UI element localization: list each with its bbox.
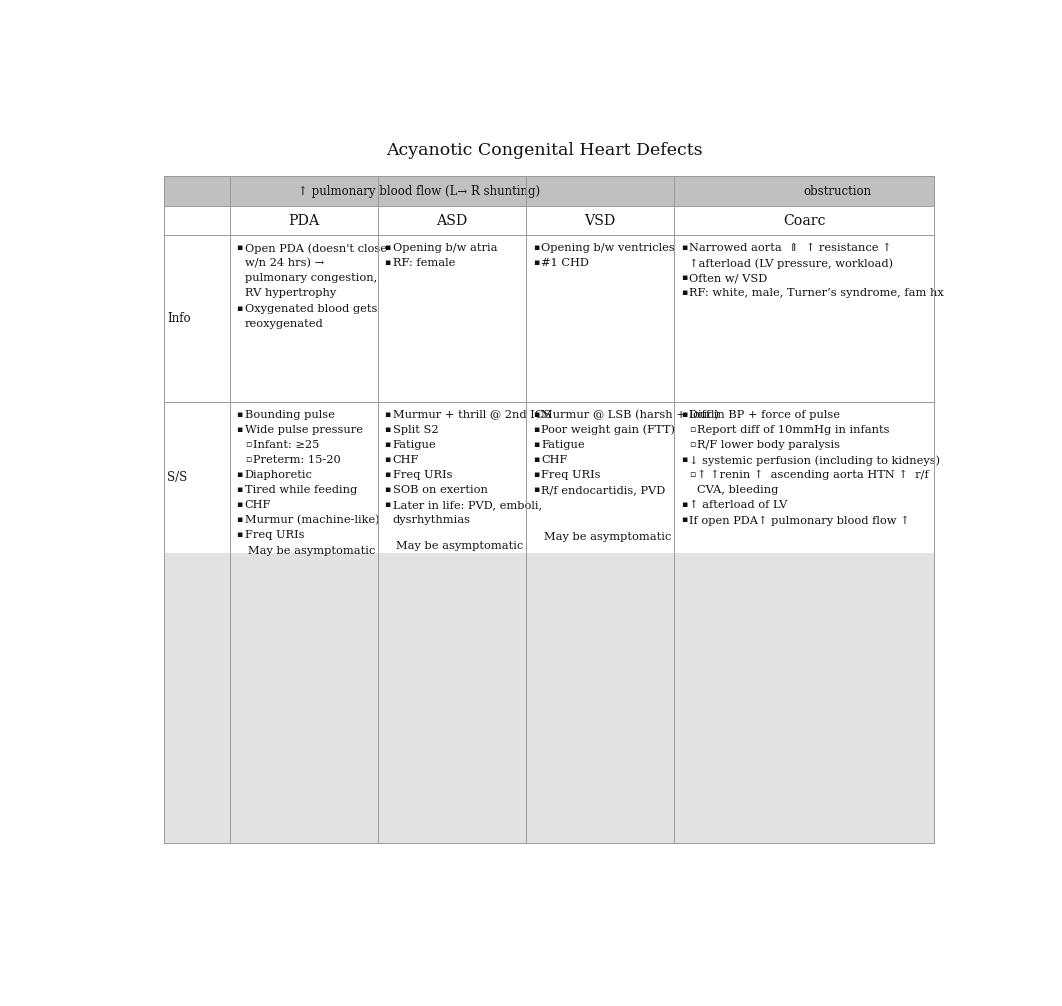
Text: ▪: ▪: [533, 485, 539, 494]
Text: ▪: ▪: [533, 243, 539, 253]
Text: Fatigue: Fatigue: [393, 440, 436, 450]
Text: Fatigue: Fatigue: [541, 440, 584, 450]
Text: RF: female: RF: female: [393, 259, 456, 269]
Text: ▪: ▪: [681, 515, 687, 524]
Text: RV hypertrophy: RV hypertrophy: [244, 289, 336, 299]
Text: ▪: ▪: [384, 500, 391, 509]
Text: PDA: PDA: [288, 213, 320, 227]
Text: ▪: ▪: [681, 500, 687, 509]
Text: ▫: ▫: [244, 455, 251, 464]
Text: Diaphoretic: Diaphoretic: [244, 470, 312, 480]
Text: R/f endocartidis, PVD: R/f endocartidis, PVD: [541, 485, 665, 495]
Text: VSD: VSD: [584, 213, 616, 227]
Text: Opening b/w atria: Opening b/w atria: [393, 243, 497, 254]
Text: ▪: ▪: [237, 409, 243, 418]
Text: CHF: CHF: [541, 455, 567, 465]
Text: Murmur + thrill @ 2nd ICS: Murmur + thrill @ 2nd ICS: [393, 409, 551, 420]
Text: ▪: ▪: [681, 274, 687, 283]
Text: Preterm: 15-20: Preterm: 15-20: [253, 455, 341, 465]
Text: May be asymptomatic: May be asymptomatic: [545, 532, 671, 542]
Text: May be asymptomatic: May be asymptomatic: [247, 545, 375, 555]
Text: ▪: ▪: [237, 470, 243, 479]
Text: Oxygenated blood gets: Oxygenated blood gets: [244, 304, 377, 314]
Text: ▪: ▪: [681, 409, 687, 418]
Text: pulmonary congestion,: pulmonary congestion,: [244, 274, 377, 284]
Text: ▪: ▪: [237, 515, 243, 524]
Text: ▪: ▪: [384, 259, 391, 268]
Text: SOB on exertion: SOB on exertion: [393, 485, 487, 495]
Text: ▫: ▫: [244, 440, 251, 449]
Text: ▪: ▪: [533, 259, 539, 268]
Text: Open PDA (doesn't close: Open PDA (doesn't close: [244, 243, 387, 254]
Text: ▪: ▪: [533, 440, 539, 449]
Text: CHF: CHF: [393, 455, 419, 465]
Text: S/S: S/S: [168, 471, 188, 484]
Text: ▪: ▪: [237, 530, 243, 539]
Text: Infant: ≥25: Infant: ≥25: [253, 440, 320, 450]
Text: ▪: ▪: [384, 470, 391, 479]
Bar: [164, 235, 935, 843]
Text: Freq URIs: Freq URIs: [541, 470, 600, 480]
Text: Acyanotic Congenital Heart Defects: Acyanotic Congenital Heart Defects: [386, 142, 703, 159]
Text: ▪: ▪: [533, 409, 539, 418]
Text: ▪: ▪: [384, 425, 391, 434]
Text: CHF: CHF: [244, 500, 271, 510]
Text: ▪: ▪: [237, 500, 243, 509]
Text: ▪: ▪: [237, 243, 243, 253]
Text: obstruction: obstruction: [803, 185, 871, 198]
Text: ▫: ▫: [689, 425, 696, 434]
Text: ▪: ▪: [681, 243, 687, 253]
Text: Opening b/w ventricles: Opening b/w ventricles: [541, 243, 674, 254]
Text: Murmur (machine-like): Murmur (machine-like): [244, 515, 379, 526]
Text: ↓ systemic perfusion (including to kidneys): ↓ systemic perfusion (including to kidne…: [689, 455, 940, 466]
Text: Tired while feeding: Tired while feeding: [244, 485, 357, 495]
Text: ▪: ▪: [681, 289, 687, 298]
Text: Freq URIs: Freq URIs: [393, 470, 452, 480]
Text: ▪: ▪: [533, 455, 539, 464]
Text: Report diff of 10mmHg in infants: Report diff of 10mmHg in infants: [698, 425, 890, 435]
Text: May be asymptomatic: May be asymptomatic: [396, 541, 524, 551]
Text: RF: white, male, Turner’s syndrome, fam hx: RF: white, male, Turner’s syndrome, fam …: [689, 289, 944, 299]
Text: Later in life: PVD, emboli,: Later in life: PVD, emboli,: [393, 500, 542, 510]
Text: Bounding pulse: Bounding pulse: [244, 409, 335, 420]
Bar: [164, 176, 935, 206]
Text: Freq URIs: Freq URIs: [244, 530, 304, 540]
Text: Murmur @ LSB (harsh + loud): Murmur @ LSB (harsh + loud): [541, 409, 719, 420]
Text: Diff in BP + force of pulse: Diff in BP + force of pulse: [689, 409, 840, 420]
Text: Coarc: Coarc: [783, 213, 825, 227]
Text: ▫: ▫: [689, 470, 696, 479]
Text: Poor weight gain (FTT): Poor weight gain (FTT): [541, 425, 675, 436]
Text: R/F lower body paralysis: R/F lower body paralysis: [698, 440, 840, 450]
Text: w/n 24 hrs) →: w/n 24 hrs) →: [244, 259, 324, 269]
Text: ▪: ▪: [533, 425, 539, 434]
Text: ▪: ▪: [681, 455, 687, 464]
Text: #1 CHD: #1 CHD: [541, 259, 588, 269]
Text: ▪: ▪: [384, 440, 391, 449]
Text: ▪: ▪: [384, 409, 391, 418]
Bar: [164, 553, 935, 843]
Text: ▪: ▪: [533, 470, 539, 479]
Text: Info: Info: [168, 312, 191, 325]
Text: ▫: ▫: [689, 440, 696, 449]
Text: ↑ ↑renin ↑  ascending aorta HTN ↑  r/f: ↑ ↑renin ↑ ascending aorta HTN ↑ r/f: [698, 470, 929, 480]
Text: Wide pulse pressure: Wide pulse pressure: [244, 425, 363, 435]
Text: reoxygenated: reoxygenated: [244, 319, 324, 329]
Text: ▪: ▪: [384, 485, 391, 494]
Text: ↑afterload (LV pressure, workload): ↑afterload (LV pressure, workload): [689, 259, 893, 269]
Text: Often w/ VSD: Often w/ VSD: [689, 274, 768, 284]
Text: ▪: ▪: [384, 243, 391, 253]
Text: ▪: ▪: [237, 425, 243, 434]
Text: ▪: ▪: [237, 304, 243, 313]
Text: Split S2: Split S2: [393, 425, 439, 435]
Text: ▪: ▪: [384, 455, 391, 464]
Text: If open PDA↑ pulmonary blood flow ↑: If open PDA↑ pulmonary blood flow ↑: [689, 515, 910, 525]
Bar: [164, 206, 935, 235]
Text: ↑ afterload of LV: ↑ afterload of LV: [689, 500, 788, 510]
Text: ▪: ▪: [237, 485, 243, 494]
Text: dysrhythmias: dysrhythmias: [393, 515, 470, 525]
Text: ASD: ASD: [436, 213, 467, 227]
Text: ↑ pulmonary blood flow (L→ R shunting): ↑ pulmonary blood flow (L→ R shunting): [298, 185, 541, 198]
Text: Narrowed aorta  ⇑  ↑ resistance ↑: Narrowed aorta ⇑ ↑ resistance ↑: [689, 243, 892, 254]
Text: CVA, bleeding: CVA, bleeding: [698, 485, 778, 495]
